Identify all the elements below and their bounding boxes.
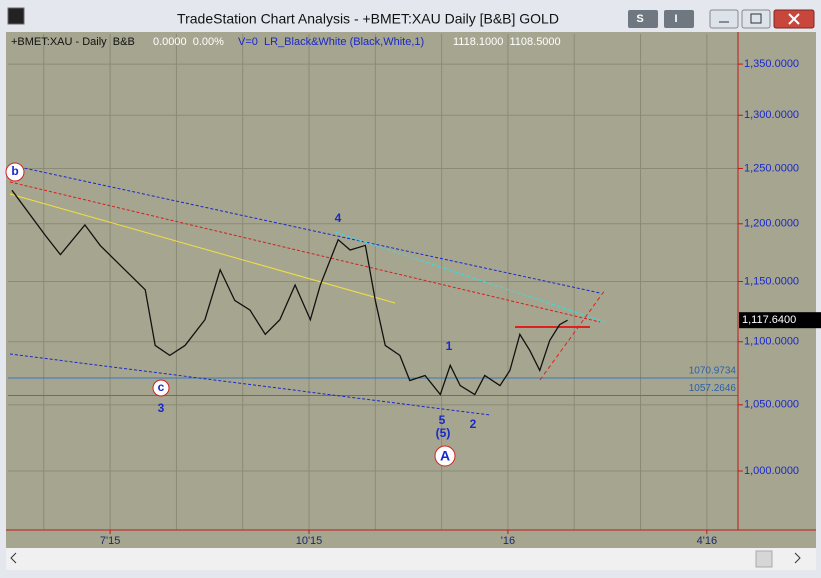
x-tick-label: 10'15 bbox=[296, 535, 323, 547]
wave-circle bbox=[434, 445, 456, 467]
scroll-thumb[interactable] bbox=[755, 550, 773, 568]
wave-label: 1 bbox=[446, 339, 453, 353]
wave-label: 5 bbox=[439, 413, 446, 427]
y-tick-label: 1,200.0000 bbox=[744, 218, 799, 230]
header-symbol: +BMET:XAU - Daily B&B bbox=[11, 36, 135, 48]
y-tick-label: 1,050.0000 bbox=[744, 399, 799, 411]
wave-label: 3 bbox=[158, 401, 165, 415]
cyan-trendline bbox=[334, 231, 606, 323]
price-line bbox=[11, 189, 568, 396]
lower-channel bbox=[9, 353, 491, 416]
header-change: 0.0000 0.00% bbox=[153, 36, 224, 48]
i-button-label: I bbox=[674, 13, 677, 25]
close-glyph bbox=[788, 13, 800, 25]
wave-label: (5) bbox=[436, 426, 451, 440]
series bbox=[11, 189, 568, 396]
header-study: V=0 LR_Black&White (Black,White,1) bbox=[238, 36, 424, 48]
wave-circle bbox=[152, 379, 170, 397]
s-button-label: S bbox=[636, 13, 643, 25]
upper-channel bbox=[9, 164, 601, 294]
last-price-label: 1,117.6400 bbox=[742, 314, 796, 326]
y-tick-label: 1,150.0000 bbox=[744, 275, 799, 287]
wave-label: b bbox=[11, 164, 18, 178]
x-tick-label: 4'16 bbox=[697, 535, 717, 547]
app-icon bbox=[7, 7, 25, 25]
y-tick-label: 1,300.0000 bbox=[744, 109, 799, 121]
y-tick-label: 1,350.0000 bbox=[744, 58, 799, 70]
plot-background bbox=[6, 32, 816, 548]
red-trendline bbox=[9, 181, 601, 323]
y-tick-label: 1,000.0000 bbox=[744, 465, 799, 477]
grid bbox=[8, 34, 738, 530]
maximize-button[interactable] bbox=[741, 9, 771, 29]
x-tick-label: 7'15 bbox=[100, 535, 120, 547]
y-tick-label: 1,100.0000 bbox=[744, 336, 799, 348]
wave-label: 4 bbox=[335, 211, 342, 225]
yellow-trendline bbox=[9, 193, 396, 304]
i-button[interactable] bbox=[664, 10, 694, 28]
horizontal-line-label: 1070.9734 bbox=[689, 366, 737, 377]
wave-circle bbox=[5, 162, 25, 182]
wave-label: A bbox=[440, 448, 450, 464]
wave-label: 2 bbox=[470, 417, 477, 431]
trendlines bbox=[9, 164, 606, 416]
wave-label: c bbox=[158, 380, 165, 394]
scroll-arrows[interactable] bbox=[10, 552, 801, 564]
last-price-tag bbox=[739, 312, 821, 329]
header-prices: 1118.1000 1108.5000 bbox=[453, 36, 561, 48]
wedge-line bbox=[539, 289, 606, 381]
x-tick-label: '16 bbox=[501, 535, 515, 547]
minimize-button[interactable] bbox=[709, 9, 739, 29]
scrollbar[interactable] bbox=[6, 548, 816, 570]
button-glyphs bbox=[719, 13, 762, 24]
horizontal-line-label: 1057.2646 bbox=[689, 383, 737, 394]
s-button[interactable] bbox=[628, 10, 658, 28]
window-title: TradeStation Chart Analysis - +BMET:XAU … bbox=[177, 11, 559, 27]
y-tick-label: 1,250.0000 bbox=[744, 162, 799, 174]
